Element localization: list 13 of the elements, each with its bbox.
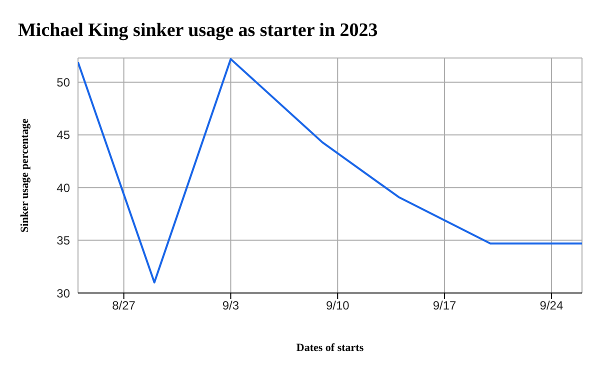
x-tick-label: 9/24 bbox=[540, 298, 564, 313]
y-tick-label: 30 bbox=[56, 286, 70, 300]
x-tick-label: 9/3 bbox=[222, 298, 240, 313]
y-tick-label: 45 bbox=[56, 128, 70, 142]
x-tick-label: 8/27 bbox=[112, 298, 136, 313]
y-axis-title: Sinker usage percentage bbox=[18, 118, 31, 232]
y-tick-label: 50 bbox=[56, 76, 70, 90]
x-axis-title: Dates of starts bbox=[296, 342, 364, 354]
y-tick-label: 40 bbox=[56, 180, 70, 195]
x-tick-label: 9/10 bbox=[326, 298, 350, 313]
x-tick-label: 9/17 bbox=[432, 298, 457, 313]
chart-title: Michael King sinker usage as starter in 2023 bbox=[18, 20, 378, 42]
y-tick-label: 35 bbox=[56, 234, 70, 248]
